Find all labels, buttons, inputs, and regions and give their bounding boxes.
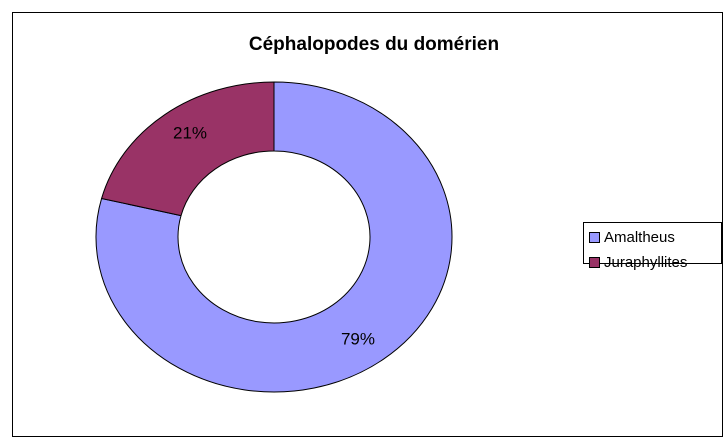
data-label: 79% bbox=[341, 330, 375, 349]
legend-label: Amaltheus bbox=[604, 229, 675, 246]
legend-swatch bbox=[589, 232, 600, 243]
legend-label: Juraphyllites bbox=[604, 254, 687, 271]
data-label: 21% bbox=[173, 123, 207, 142]
chart-title: Céphalopodes du domérien bbox=[249, 34, 499, 55]
donut-slice bbox=[95, 81, 453, 393]
legend-swatch bbox=[589, 257, 600, 268]
legend-box bbox=[583, 222, 722, 264]
donut-slice bbox=[100, 81, 275, 217]
